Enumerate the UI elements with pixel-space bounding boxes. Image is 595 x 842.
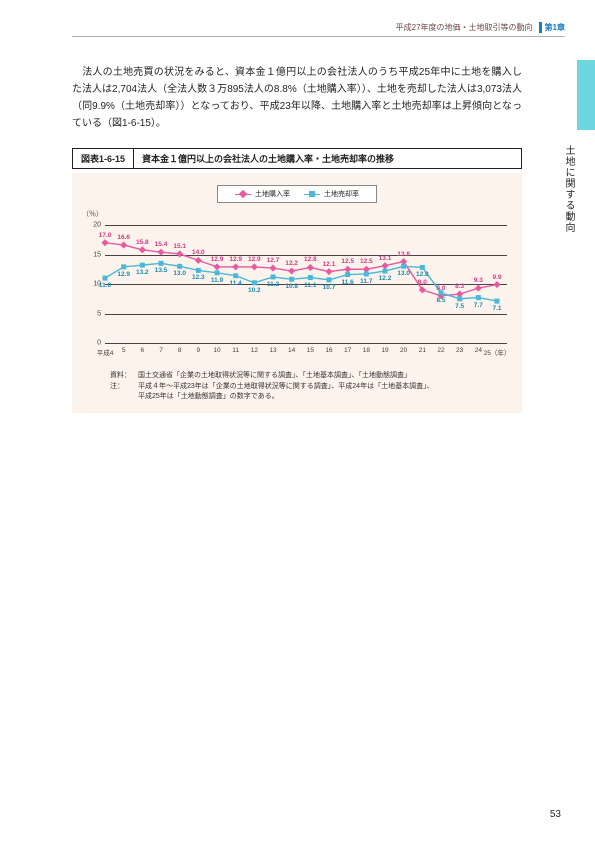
- data-label: 16.6: [117, 234, 130, 241]
- data-label: 13.2: [136, 269, 149, 276]
- data-label: 11.0: [99, 282, 111, 289]
- data-label: 12.8: [416, 271, 429, 278]
- data-label: 12.1: [323, 261, 336, 268]
- line-chart: 05101520平成456789101112131415161718192021…: [87, 221, 507, 361]
- data-label: 12.2: [285, 260, 298, 267]
- data-label: 15.4: [155, 241, 168, 248]
- figure-title-bar: 図表1-6-15 資本金１億円以上の会社法人の土地購入率・土地売却率の推移: [72, 148, 522, 169]
- page-number: 53: [550, 809, 561, 820]
- data-label: 9.9: [492, 274, 501, 281]
- source-label: 資料：: [110, 371, 138, 382]
- figure-title: 資本金１億円以上の会社法人の土地購入率・土地売却率の推移: [134, 149, 402, 168]
- note-line-2: 平成25年は「土地動態調査」の数字である。: [138, 392, 279, 403]
- data-label: 11.2: [267, 281, 279, 288]
- data-label: 8.0: [436, 285, 445, 292]
- data-label: 13.1: [379, 255, 392, 262]
- data-label: 12.9: [229, 256, 242, 263]
- figure-number: 図表1-6-15: [73, 149, 134, 168]
- data-label: 11.1: [304, 282, 316, 289]
- chart-legend: 土地購入率 土地売却率: [217, 185, 377, 203]
- data-label: 7.7: [474, 302, 483, 309]
- legend-sell: 土地売却率: [304, 189, 359, 199]
- data-label: 12.7: [267, 257, 280, 264]
- header-rule: [72, 36, 565, 37]
- data-label: 11.9: [211, 277, 223, 284]
- note-line-1: 平成４年～平成23年は「企業の土地取得状況等に関する調査」、平成24年は「土地基…: [138, 382, 434, 393]
- chart-footnotes: 資料： 国土交通省「企業の土地取得状況等に関する調査」、「土地基本調査」、「土地…: [82, 371, 512, 403]
- data-label: 13.5: [155, 267, 168, 274]
- data-label: 11.7: [360, 278, 372, 285]
- data-label: 13.0: [397, 270, 410, 277]
- data-label: 10.8: [285, 283, 298, 290]
- data-label: 11.4: [230, 280, 242, 287]
- data-label: 12.8: [304, 256, 317, 263]
- chapter-badge: 第1章: [539, 22, 565, 33]
- data-label: 13.0: [173, 270, 186, 277]
- data-label: 12.5: [360, 258, 373, 265]
- data-label: 12.9: [211, 256, 224, 263]
- data-label: 13.8: [397, 251, 410, 258]
- data-label: 9.0: [418, 279, 427, 286]
- data-label: 10.2: [248, 287, 261, 294]
- data-label: 17.0: [99, 232, 112, 239]
- legend-buy-label: 土地購入率: [255, 189, 290, 199]
- data-label: 14.0: [192, 249, 205, 256]
- side-tab-color: [577, 60, 595, 130]
- legend-sell-label: 土地売却率: [324, 189, 359, 199]
- page-header: 平成27年度の地価・土地取引等の動向 第1章: [396, 22, 565, 33]
- data-label: 15.1: [173, 243, 186, 250]
- figure-1-6-15: 図表1-6-15 資本金１億円以上の会社法人の土地購入率・土地売却率の推移 土地…: [72, 148, 522, 413]
- data-label: 12.3: [192, 274, 205, 281]
- legend-buy: 土地購入率: [235, 189, 290, 199]
- data-label: 9.3: [474, 277, 483, 284]
- data-label: 8.3: [455, 283, 464, 290]
- header-text: 平成27年度の地価・土地取引等の動向: [396, 22, 533, 33]
- note-label: 注：: [110, 382, 138, 393]
- data-label: 10.7: [323, 284, 336, 291]
- body-paragraph: 法人の土地売買の状況をみると、資本金１億円以上の会社法人のうち平成25年中に土地…: [72, 64, 522, 132]
- data-label: 15.8: [136, 239, 149, 246]
- side-label: 土地に関する動向: [563, 145, 575, 233]
- data-label: 12.9: [117, 271, 130, 278]
- data-label: 7.1: [492, 305, 501, 312]
- y-axis-label: （％）: [82, 209, 512, 219]
- data-label: 7.5: [455, 303, 464, 310]
- data-label: 12.5: [341, 258, 354, 265]
- data-label: 8.5: [436, 297, 445, 304]
- source-text: 国土交通省「企業の土地取得状況等に関する調査」、「土地基本調査」、「土地動態調査…: [138, 371, 411, 382]
- data-label: 12.9: [248, 256, 261, 263]
- square-marker-icon: [304, 190, 320, 198]
- data-label: 11.6: [342, 279, 354, 286]
- chart-area: 土地購入率 土地売却率 （％） 05101520平成45678910111213…: [72, 173, 522, 413]
- data-label: 12.2: [379, 275, 392, 282]
- diamond-marker-icon: [235, 190, 251, 198]
